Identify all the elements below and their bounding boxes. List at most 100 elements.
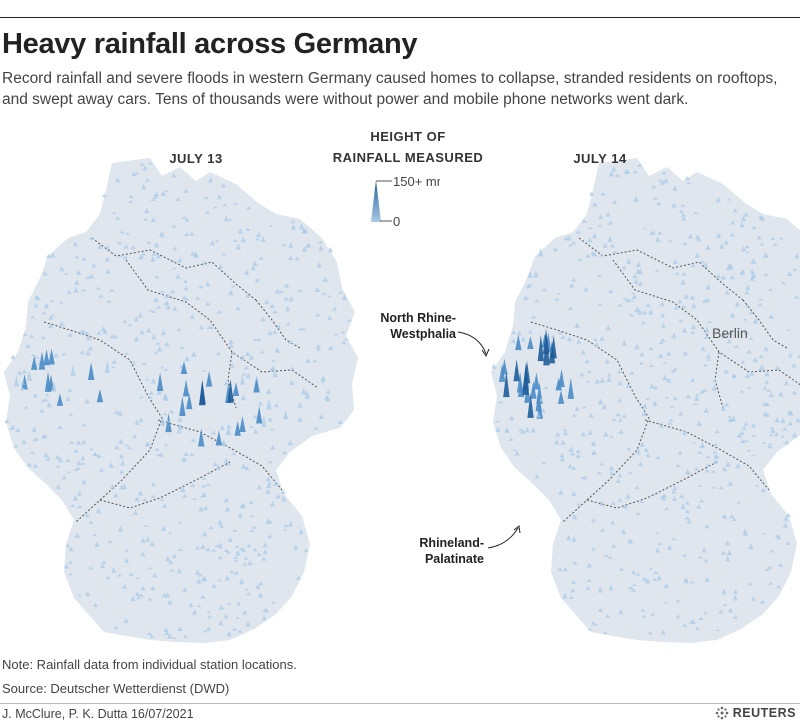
- reuters-logo: REUTERS: [715, 706, 796, 720]
- rain-station: [705, 297, 711, 303]
- rp-annotation: Rhineland- Palatinate: [419, 525, 521, 566]
- rain-station: [176, 327, 182, 332]
- rain-station: [152, 572, 158, 578]
- rain-station: [223, 457, 229, 463]
- rain-station: [147, 567, 153, 570]
- rain-station: [570, 240, 577, 245]
- rain-station: [337, 419, 343, 425]
- rain-station: [670, 369, 676, 373]
- rain-station: [628, 313, 635, 317]
- rain-station: [139, 255, 145, 259]
- rain-station: [240, 503, 246, 508]
- rain-station: [94, 541, 100, 547]
- rain-station: [288, 242, 294, 248]
- rain-station: [677, 450, 683, 455]
- rain-station: [267, 330, 273, 336]
- rain-station: [634, 343, 640, 350]
- heavy-rain-station: [215, 430, 223, 446]
- rain-station: [726, 338, 732, 344]
- rain-station: [222, 203, 228, 207]
- rain-station: [242, 609, 248, 615]
- rain-station: [697, 484, 703, 487]
- rain-station: [79, 329, 85, 335]
- rain-station: [241, 463, 247, 469]
- rain-station: [202, 629, 208, 633]
- heavy-rain-station: [234, 420, 241, 436]
- rain-station: [144, 442, 150, 447]
- rain-station: [694, 393, 701, 396]
- heavy-rain-station: [44, 371, 52, 392]
- rain-station: [574, 322, 580, 328]
- rain-station: [766, 388, 772, 392]
- rain-station: [48, 323, 54, 328]
- rain-station: [615, 478, 621, 483]
- rain-station: [690, 618, 696, 624]
- rain-station: [340, 331, 346, 334]
- rain-station: [231, 451, 237, 456]
- rain-station: [611, 200, 618, 204]
- rain-station: [216, 578, 223, 582]
- rain-station: [280, 489, 286, 495]
- rain-station: [659, 301, 665, 307]
- rain-station: [305, 243, 311, 248]
- rain-station: [140, 183, 147, 190]
- rain-station: [287, 440, 293, 446]
- rain-station: [130, 361, 137, 365]
- rain-station: [235, 549, 241, 556]
- rain-station: [237, 629, 243, 633]
- rain-station: [607, 555, 613, 559]
- rain-station: [702, 363, 709, 367]
- rain-station: [759, 242, 765, 246]
- rain-station: [234, 616, 241, 619]
- rain-station: [214, 544, 220, 547]
- rain-station: [735, 463, 741, 469]
- rain-station: [147, 631, 153, 635]
- rain-station: [116, 573, 123, 577]
- rain-station: [130, 245, 136, 250]
- rain-station: [98, 294, 104, 298]
- rain-station: [597, 586, 603, 593]
- rain-station: [716, 232, 722, 239]
- rain-station: [694, 252, 700, 258]
- rain-station: [754, 484, 760, 487]
- rain-station: [269, 303, 275, 308]
- rain-station: [678, 209, 685, 214]
- heavy-rain-station: [527, 336, 534, 350]
- rain-station: [791, 390, 798, 395]
- rain-station: [155, 253, 162, 259]
- rain-station: [75, 466, 81, 470]
- rain-station: [261, 415, 267, 427]
- rain-station: [112, 334, 118, 339]
- rain-station: [205, 546, 211, 552]
- rain-station: [748, 543, 754, 550]
- rain-station: [183, 188, 189, 193]
- rain-station: [200, 543, 206, 550]
- rain-station: [159, 290, 165, 293]
- rain-station: [126, 446, 132, 450]
- rain-station: [635, 512, 641, 515]
- rain-station: [703, 407, 709, 414]
- rain-station: [29, 315, 36, 319]
- heavy-rain-station: [239, 416, 246, 432]
- rain-station: [712, 378, 718, 383]
- rain-station: [123, 618, 129, 623]
- rain-station: [134, 172, 140, 175]
- rain-station: [164, 341, 170, 347]
- rain-station: [288, 296, 294, 302]
- heavy-rain-station: [253, 376, 260, 393]
- rain-station: [207, 470, 213, 474]
- rain-station: [196, 604, 202, 608]
- rain-station: [732, 615, 739, 619]
- map-july13: JULY 13: [4, 151, 358, 643]
- rain-station: [600, 191, 606, 196]
- rain-station: [787, 355, 793, 358]
- rain-station: [592, 201, 598, 207]
- rain-station: [111, 211, 117, 214]
- rain-station: [724, 402, 730, 407]
- rain-station: [171, 267, 177, 270]
- rain-station: [778, 236, 784, 240]
- rain-station: [246, 592, 252, 596]
- rain-station: [787, 353, 794, 356]
- rain-station: [68, 546, 74, 552]
- rain-station: [783, 516, 789, 521]
